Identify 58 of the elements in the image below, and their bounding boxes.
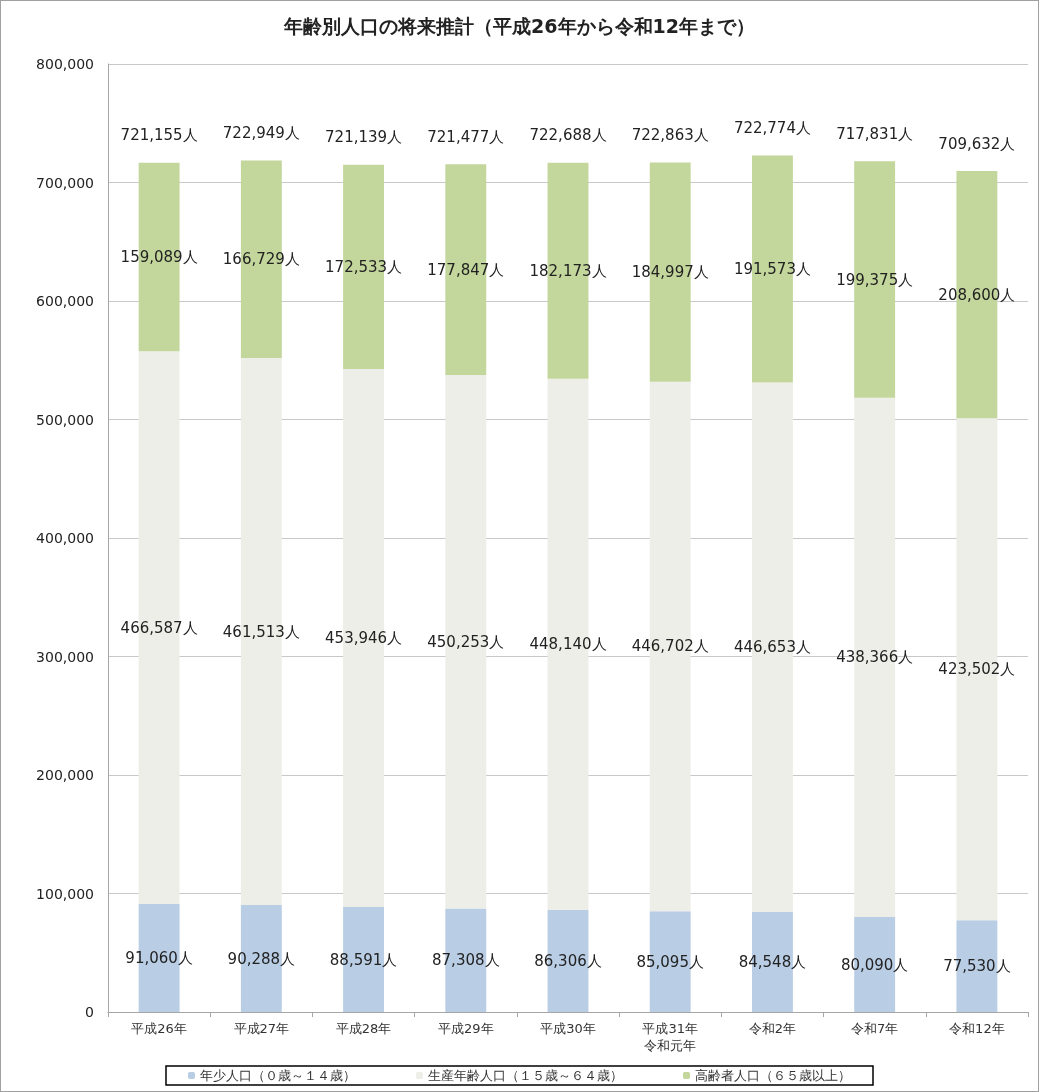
data-label: 191,573人 [733,260,811,279]
x-tick-label: 平成28年 [335,1021,392,1036]
data-label: 466,587人 [120,618,198,637]
data-label: 446,702人 [631,637,709,656]
annotation: 721,139人 [325,128,403,147]
annotation: 717,831人 [836,124,914,143]
data-label: 450,253人 [427,632,505,651]
y-tick-label: 500,000 [36,411,94,428]
data-label: 199,375人 [836,270,914,289]
data-label: 461,513人 [222,622,300,641]
y-tick-label: 0 [85,1004,94,1020]
x-tick-label: 平成27年 [233,1021,290,1036]
y-tick-label: 700,000 [36,174,94,191]
annotation: 722,774人 [733,119,811,138]
data-label: 90,288人 [227,949,296,968]
data-label: 84,548人 [738,952,807,971]
y-tick-label: 300,000 [36,648,94,665]
data-label: 159,089人 [120,247,198,266]
x-tick-label: 令和2年 [748,1021,797,1036]
x-tick-label: 平成31年令和元年 [642,1021,698,1053]
annotation: 721,155人 [120,126,198,145]
annotation: 722,949人 [222,124,300,143]
x-tick-label: 平成26年 [131,1021,187,1036]
data-label: 438,366人 [836,648,914,667]
annotation: 722,863人 [631,126,709,145]
legend-label: 生産年齢人口（１５歳～６４歳） [428,1068,623,1083]
data-label: 80,090人 [840,955,909,974]
data-label: 86,306人 [534,951,602,970]
annotation: 721,477人 [427,127,505,146]
annotation: 709,632人 [938,134,1016,153]
annotation: 722,688人 [529,126,607,145]
legend-label: 年少人口（０歳～１４歳） [200,1068,356,1083]
data-label: 177,847人 [427,260,505,279]
data-label: 166,729人 [222,250,300,269]
x-tick-label: 平成29年 [438,1021,494,1036]
data-label: 182,173人 [529,261,607,280]
data-label: 172,533人 [325,257,403,276]
data-label: 85,095人 [636,952,704,971]
data-label: 423,502人 [938,660,1016,679]
data-label: 448,140人 [529,635,607,654]
chart-title: 年齢別人口の将来推計（平成26年から令和12年まで） [283,14,755,37]
data-label: 453,946人 [325,629,403,648]
data-label: 88,591人 [329,950,398,969]
x-tick-label: 令和7年 [851,1021,899,1036]
x-tick-label: 令和12年 [949,1021,1005,1036]
y-tick-label: 400,000 [36,530,94,546]
y-tick-label: 100,000 [36,885,94,902]
data-label: 446,653人 [733,638,811,657]
data-label: 91,060人 [125,949,193,968]
y-tick-label: 200,000 [36,767,94,783]
data-label: 77,530人 [943,957,1011,976]
data-label: 87,308人 [432,951,500,970]
y-tick-label: 600,000 [36,293,94,309]
y-tick-label: 800,000 [36,56,94,72]
data-label: 208,600人 [938,285,1016,304]
x-tick-label: 平成30年 [540,1021,596,1036]
legend-label: 高齢者人口（６５歳以上） [695,1068,851,1083]
data-label: 184,997人 [631,263,709,282]
